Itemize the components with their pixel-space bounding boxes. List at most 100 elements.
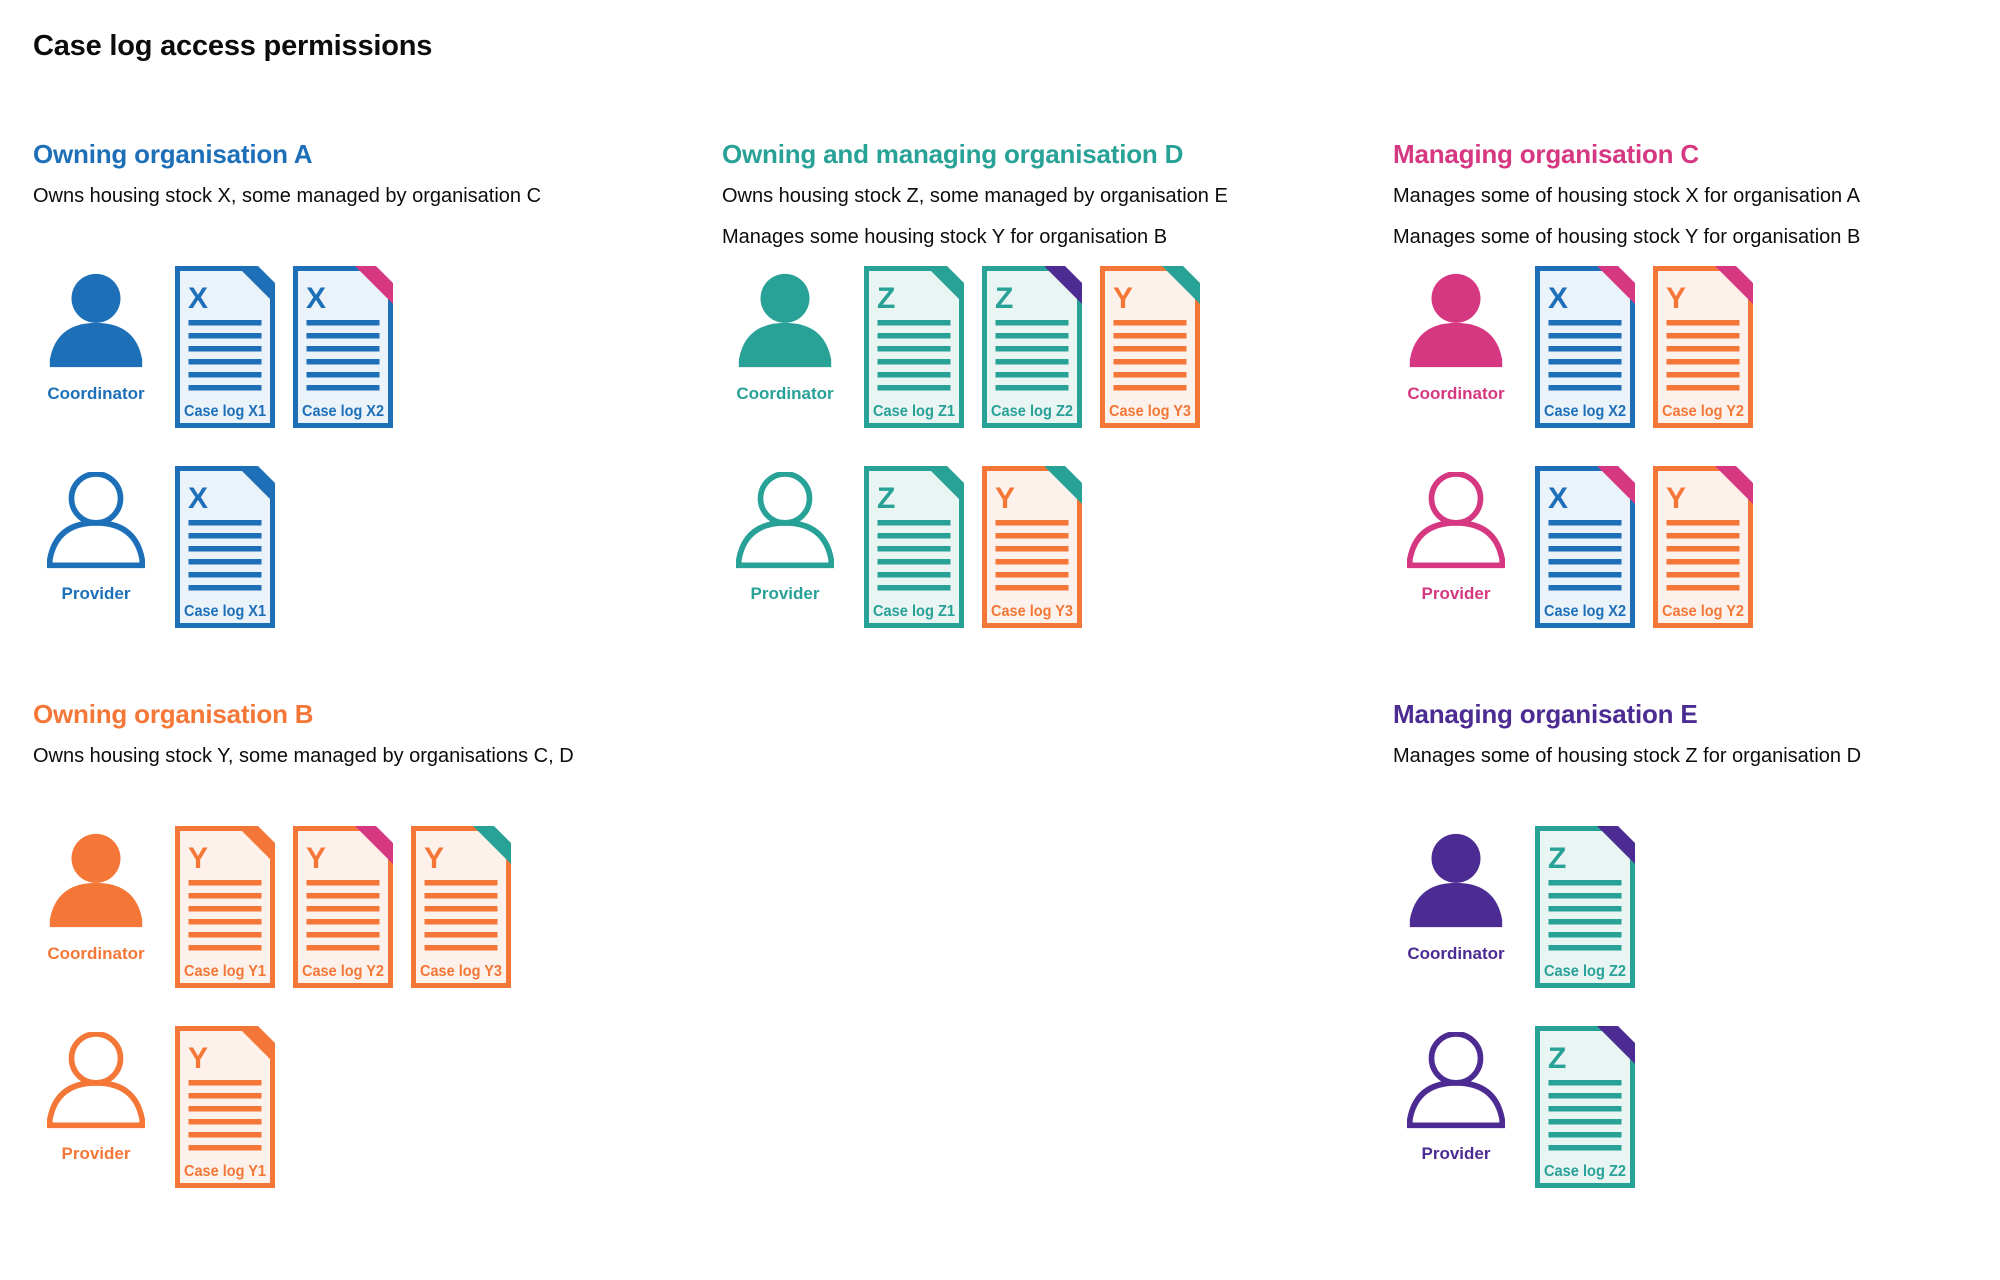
document-text-line <box>1548 333 1622 339</box>
stock-letter: Y <box>1666 482 1686 515</box>
case-log-label: Case log Y2 <box>302 963 384 980</box>
document-text-line <box>877 372 951 378</box>
document-text-line <box>877 585 951 591</box>
document-text-line <box>1666 533 1740 539</box>
case-log-document: Z Case log Z2 <box>982 266 1082 428</box>
document-text-line <box>995 346 1069 352</box>
documents-group: X Case log X2 Y Case log Y2 <box>1535 266 1753 428</box>
case-log-document: Z Case log Z2 <box>1535 1026 1635 1188</box>
case-log-label: Case log Z2 <box>1544 963 1626 980</box>
case-log-document: Y Case log Y1 <box>175 826 275 988</box>
documents-group: X Case log X1 X Case log X2 <box>175 266 393 428</box>
case-log-label: Case log Z1 <box>873 603 955 620</box>
document-text-line <box>1548 585 1622 591</box>
coordinator-row: Coordinator X Case log X1 X Case log X2 <box>33 266 393 428</box>
document-text-line <box>995 572 1069 578</box>
document-text-line <box>188 919 262 925</box>
person-block: Provider <box>1393 1026 1519 1164</box>
case-log-document-icon: Y Case log Y3 <box>1100 266 1200 428</box>
document-text-line <box>424 945 498 951</box>
document-text-line <box>1113 372 1187 378</box>
case-log-label: Case log Z2 <box>991 403 1073 420</box>
case-log-label: Case log Y3 <box>1109 403 1191 420</box>
section-owning-and-managing-organisation-d: Owning and managing organisation D Owns h… <box>722 139 1382 628</box>
section-owning-organisation-a: Owning organisation A Owns housing stock … <box>33 139 693 628</box>
document-text-line <box>306 333 380 339</box>
case-log-document-icon: Y Case log Y3 <box>411 826 511 988</box>
documents-group: Z Case log Z2 <box>1535 826 1635 988</box>
provider-icon <box>47 472 145 569</box>
section-description-line: Manages some of housing stock X for orga… <box>1393 184 1860 207</box>
case-log-document: Y Case log Y2 <box>1653 466 1753 628</box>
stock-letter: Y <box>1113 282 1133 315</box>
coordinator-row: Coordinator Y Case log Y1 Y Case log Y2 … <box>33 826 511 988</box>
person-block: Provider <box>722 466 848 604</box>
document-text-line <box>188 1132 262 1138</box>
case-log-label: Case log X1 <box>184 603 266 620</box>
role-label: Provider <box>1421 584 1491 603</box>
case-log-label: Case log Y1 <box>184 963 266 980</box>
role-label: Provider <box>750 584 820 603</box>
documents-group: X Case log X2 Y Case log Y2 <box>1535 466 1753 628</box>
stock-letter: Y <box>1666 282 1686 315</box>
document-text-line <box>995 320 1069 326</box>
documents-group: Y Case log Y1 <box>175 1026 275 1188</box>
document-text-line <box>306 919 380 925</box>
document-text-line <box>995 333 1069 339</box>
document-text-line <box>306 945 380 951</box>
case-log-document-icon: Y Case log Y2 <box>293 826 393 988</box>
documents-group: Z Case log Z2 <box>1535 1026 1635 1188</box>
document-text-line <box>877 546 951 552</box>
stock-letter: Y <box>995 482 1015 515</box>
provider-row: Provider Y Case log Y1 <box>33 1026 275 1188</box>
case-log-label: Case log Z1 <box>873 403 955 420</box>
role-label: Provider <box>1421 1144 1491 1163</box>
section-heading: Managing organisation E <box>1393 699 1698 729</box>
provider-icon <box>1407 1032 1505 1129</box>
document-text-line <box>188 1106 262 1112</box>
folded-corner <box>1597 826 1635 864</box>
document-text-line <box>424 919 498 925</box>
document-text-line <box>1548 906 1622 912</box>
folded-corner <box>1597 1026 1635 1064</box>
role-label: Coordinator <box>47 384 145 403</box>
case-log-document-icon: Y Case log Y2 <box>1653 466 1753 628</box>
document-text-line <box>1666 333 1740 339</box>
document-text-line <box>188 1093 262 1099</box>
coordinator-icon <box>49 273 143 368</box>
document-text-line <box>424 932 498 938</box>
role-label: Provider <box>61 584 131 603</box>
provider-row: Provider Z Case log Z1 Y Case log Y3 <box>722 466 1082 628</box>
document-text-line <box>1113 359 1187 365</box>
document-text-line <box>188 372 262 378</box>
document-text-line <box>1666 372 1740 378</box>
stock-letter: Y <box>424 842 444 875</box>
document-text-line <box>188 559 262 565</box>
section-description-line: Manages some of housing stock Y for orga… <box>1393 225 1861 248</box>
document-text-line <box>188 385 262 391</box>
document-text-line <box>1548 372 1622 378</box>
section-description-line: Owns housing stock Z, some managed by or… <box>722 184 1228 207</box>
coordinator-row: Coordinator Z Case log Z1 Z Case log Z2 … <box>722 266 1200 428</box>
document-text-line <box>306 932 380 938</box>
document-text-line <box>1548 945 1622 951</box>
document-text-line <box>1666 346 1740 352</box>
document-text-line <box>877 346 951 352</box>
document-text-line <box>306 320 380 326</box>
provider-icon <box>1407 472 1505 569</box>
document-text-line <box>306 372 380 378</box>
document-text-line <box>1666 520 1740 526</box>
role-label: Coordinator <box>47 944 145 963</box>
folded-corner <box>926 466 964 504</box>
document-text-line <box>995 385 1069 391</box>
section-managing-organisation-e: Managing organisation E Manages some of h… <box>1393 699 2000 1188</box>
section-heading: Owning and managing organisation D <box>722 139 1184 169</box>
provider-row: Provider X Case log X1 <box>33 466 275 628</box>
stock-letter: Z <box>877 282 895 315</box>
document-text-line <box>1548 932 1622 938</box>
folded-corner <box>926 266 964 304</box>
folded-corner <box>237 1026 275 1064</box>
document-text-line <box>1548 346 1622 352</box>
document-text-line <box>1666 572 1740 578</box>
document-text-line <box>877 520 951 526</box>
